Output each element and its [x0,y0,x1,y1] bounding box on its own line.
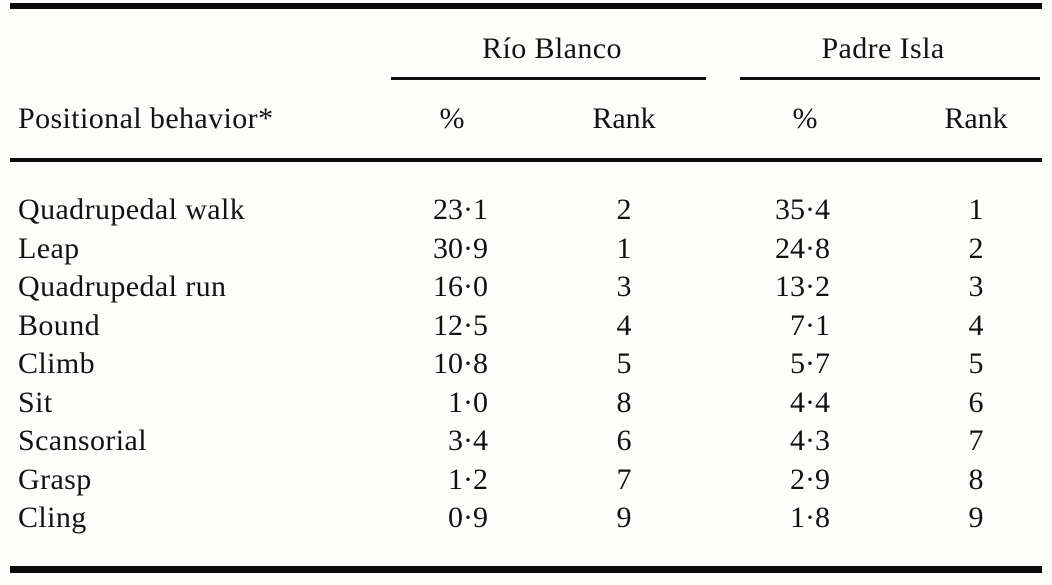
pi-rank-cell: 9 [968,501,984,535]
table-row: Climb 10·8 5 5·7 5 [10,345,1042,384]
rb-rank-cell: 7 [616,462,632,496]
column-header-row: Positional behavior* % Rank % Rank [10,80,1042,158]
rb-pct-cell: 1·0 [448,385,488,419]
pi-rank-cell: 4 [968,308,984,342]
pi-pct-cell: 4·4 [790,385,830,419]
pi-pct-cell: 13·2 [775,270,830,304]
padre-isla-rank-header: Rank [944,102,1008,135]
behavior-cell: Scansorial [18,424,147,458]
rb-rank-cell: 5 [616,347,632,381]
group-label-padre-isla: Padre Isla [821,32,945,65]
pi-rank-cell: 6 [968,385,984,419]
pi-rank-cell: 8 [968,462,984,496]
behavior-cell: Quadrupedal walk [18,193,246,227]
table-row: Bound 12·5 4 7·1 4 [10,307,1042,346]
pi-pct-cell: 35·4 [775,193,830,227]
behavior-cell: Sit [18,385,53,419]
rio-blanco-spanner-rule [391,77,706,80]
table-row: Cling 0·9 9 1·8 9 [10,499,1042,538]
pi-rank-cell: 3 [968,270,984,304]
rb-rank-cell: 2 [616,193,632,227]
pi-rank-cell: 2 [968,231,984,265]
padre-isla-pct-header: % [792,102,818,135]
rb-pct-cell: 23·1 [433,193,488,227]
rb-rank-cell: 6 [616,424,632,458]
pi-pct-cell: 4·3 [790,424,830,458]
group-padre-isla: Padre Isla [724,9,1042,80]
behavior-cell: Cling [18,501,87,535]
positional-behavior-table: Río Blanco Padre Isla Positional behavio… [10,3,1042,573]
behavior-cell: Climb [18,347,96,381]
rb-rank-cell: 8 [616,385,632,419]
behavior-cell: Leap [18,231,80,265]
rb-pct-cell: 3·4 [448,424,488,458]
group-rio-blanco: Río Blanco [380,9,724,80]
rb-pct-cell: 16·0 [433,270,488,304]
header-rule [10,158,1042,162]
group-header-row: Río Blanco Padre Isla [10,9,1042,80]
pi-pct-cell: 1·8 [790,501,830,535]
table-row: Scansorial 3·4 6 4·3 7 [10,422,1042,461]
behavior-cell: Bound [18,308,101,342]
table-row: Sit 1·0 8 4·4 6 [10,384,1042,423]
pi-rank-cell: 5 [968,347,984,381]
group-label-rio-blanco: Río Blanco [482,32,622,65]
rio-blanco-pct-header: % [439,102,465,135]
pi-pct-cell: 24·8 [775,231,830,265]
spanner-empty-cell [10,9,380,80]
table-row: Quadrupedal walk 23·1 2 35·4 1 [10,191,1042,230]
rio-blanco-rank-header: Rank [592,102,656,135]
rb-pct-cell: 1·2 [448,462,488,496]
rb-pct-cell: 0·9 [448,501,488,535]
behavior-cell: Grasp [18,462,92,496]
rb-rank-cell: 3 [616,270,632,304]
pi-rank-cell: 7 [968,424,984,458]
rb-pct-cell: 10·8 [433,347,488,381]
top-rule [10,3,1042,9]
rb-rank-cell: 4 [616,308,632,342]
table-row: Leap 30·9 1 24·8 2 [10,230,1042,269]
pi-pct-cell: 5·7 [790,347,830,381]
bottom-rule [10,565,1042,573]
pi-pct-cell: 7·1 [790,308,830,342]
padre-isla-spanner-rule [740,77,1040,80]
table-row: Grasp 1·2 7 2·9 8 [10,461,1042,500]
rb-pct-cell: 12·5 [433,308,488,342]
rb-rank-cell: 1 [616,231,632,265]
rb-rank-cell: 9 [616,501,632,535]
table-body: Quadrupedal walk 23·1 2 35·4 1 Leap 30·9… [10,162,1042,538]
table-row: Quadrupedal run 16·0 3 13·2 3 [10,268,1042,307]
pi-pct-cell: 2·9 [790,462,830,496]
behavior-cell: Quadrupedal run [18,270,227,304]
row-header-label: Positional behavior* [18,102,274,135]
pi-rank-cell: 1 [968,193,984,227]
rb-pct-cell: 30·9 [433,231,488,265]
